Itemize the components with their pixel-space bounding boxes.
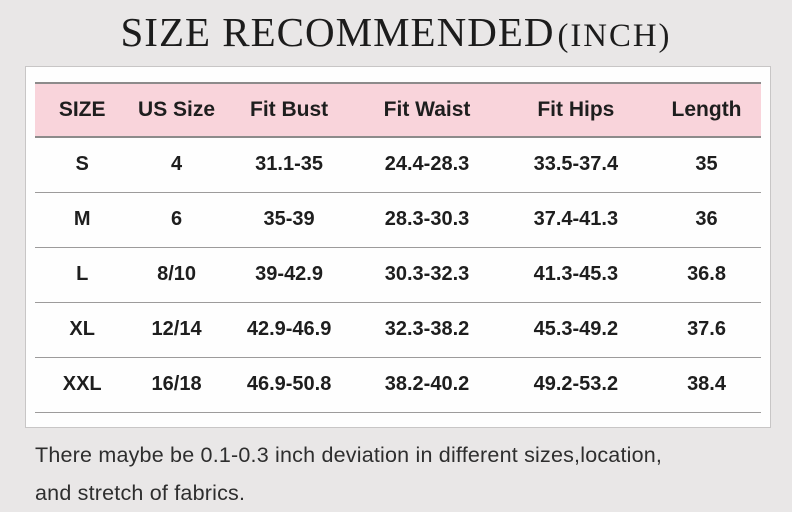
column-header-length: Length — [652, 82, 761, 138]
column-header-size: SIZE — [35, 82, 130, 138]
fit-bust-cell: 39-42.9 — [223, 247, 355, 303]
us-size-cell: 8/10 — [129, 247, 224, 303]
fit-bust-cell: 35-39 — [223, 192, 355, 248]
length-cell: 38.4 — [652, 357, 761, 413]
us-size-cell: 4 — [129, 137, 224, 193]
size-cell: M — [35, 192, 130, 248]
fit-hips-cell: 33.5-37.4 — [499, 137, 653, 193]
table-row-s: S 4 31.1-35 24.4-28.3 33.5-37.4 35 — [35, 137, 761, 193]
page-title-unit: (INCH) — [557, 18, 672, 54]
size-table: SIZE US Size Fit Bust Fit Waist Fit Hips… — [35, 82, 761, 413]
header-row: SIZE US Size Fit Bust Fit Waist Fit Hips… — [35, 82, 761, 138]
table-row-l: L 8/10 39-42.9 30.3-32.3 41.3-45.3 36.8 — [35, 247, 761, 303]
fit-hips-cell: 49.2-53.2 — [499, 357, 653, 413]
page-title-main: SIZE RECOMMENDED — [120, 9, 555, 55]
table-row-xl: XL 12/14 42.9-46.9 32.3-38.2 45.3-49.2 3… — [35, 302, 761, 358]
length-cell: 35 — [652, 137, 761, 193]
length-cell: 36.8 — [652, 247, 761, 303]
size-cell: XL — [35, 302, 130, 358]
column-header-fit-bust: Fit Bust — [223, 82, 355, 138]
deviation-note: There maybe be 0.1-0.3 inch deviation in… — [35, 436, 765, 512]
length-cell: 36 — [652, 192, 761, 248]
size-cell: XXL — [35, 357, 130, 413]
size-cell: L — [35, 247, 130, 303]
fit-waist-cell: 30.3-32.3 — [354, 247, 500, 303]
size-cell: S — [35, 137, 130, 193]
deviation-note-line2: and stretch of fabrics. — [35, 481, 246, 505]
table-row-m: M 6 35-39 28.3-30.3 37.4-41.3 36 — [35, 192, 761, 248]
length-cell: 37.6 — [652, 302, 761, 358]
fit-bust-cell: 46.9-50.8 — [223, 357, 355, 413]
table-row-xxl: XXL 16/18 46.9-50.8 38.2-40.2 49.2-53.2 … — [35, 357, 761, 413]
size-table-panel: SIZE US Size Fit Bust Fit Waist Fit Hips… — [25, 66, 771, 428]
fit-bust-cell: 42.9-46.9 — [223, 302, 355, 358]
fit-waist-cell: 24.4-28.3 — [354, 137, 500, 193]
us-size-cell: 16/18 — [129, 357, 224, 413]
fit-waist-cell: 28.3-30.3 — [354, 192, 500, 248]
fit-hips-cell: 41.3-45.3 — [499, 247, 653, 303]
us-size-cell: 12/14 — [129, 302, 224, 358]
fit-hips-cell: 37.4-41.3 — [499, 192, 653, 248]
column-header-us-size: US Size — [129, 82, 224, 138]
fit-waist-cell: 38.2-40.2 — [354, 357, 500, 413]
deviation-note-line1: There maybe be 0.1-0.3 inch deviation in… — [35, 443, 663, 467]
us-size-cell: 6 — [129, 192, 224, 248]
column-header-fit-hips: Fit Hips — [499, 82, 653, 138]
page-title: SIZE RECOMMENDED(INCH) — [0, 0, 792, 56]
fit-hips-cell: 45.3-49.2 — [499, 302, 653, 358]
column-header-fit-waist: Fit Waist — [354, 82, 500, 138]
fit-bust-cell: 31.1-35 — [223, 137, 355, 193]
fit-waist-cell: 32.3-38.2 — [354, 302, 500, 358]
